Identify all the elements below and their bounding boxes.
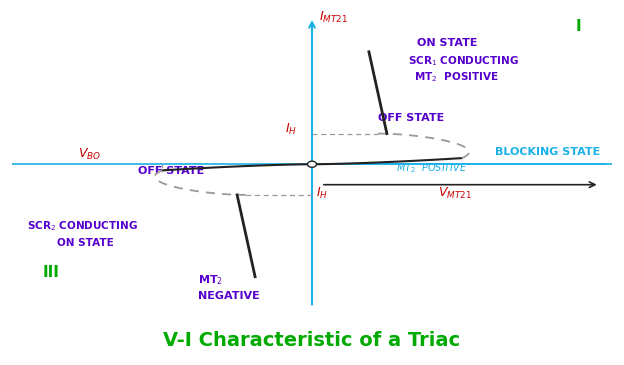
Text: NEGATIVE: NEGATIVE [198,291,260,301]
Text: $V_{BO}$: $V_{BO}$ [79,147,102,162]
Text: I: I [575,19,581,34]
Text: OFF STATE: OFF STATE [139,166,205,176]
Text: ON STATE: ON STATE [417,38,477,48]
Text: $I_{MT21}$: $I_{MT21}$ [319,10,348,25]
Text: $I_H$: $I_H$ [316,186,328,201]
Text: III: III [42,265,59,280]
Text: $V_{MT21}$: $V_{MT21}$ [438,186,472,201]
Text: SCR$_2$ CONDUCTING: SCR$_2$ CONDUCTING [27,220,139,234]
Circle shape [308,161,316,167]
Text: BLOCKING STATE: BLOCKING STATE [495,147,600,157]
Text: ON STATE: ON STATE [57,238,114,248]
Text: OFF STATE: OFF STATE [378,113,444,123]
Text: V-I Characteristic of a Triac: V-I Characteristic of a Triac [163,331,461,350]
Text: MT$_2$  POSITIVE: MT$_2$ POSITIVE [414,70,499,84]
Text: MT$_2$  POSITIVE: MT$_2$ POSITIVE [396,161,467,175]
Text: $I_H$: $I_H$ [285,122,297,137]
Text: SCR$_1$ CONDUCTING: SCR$_1$ CONDUCTING [408,54,519,68]
Text: MT$_2$: MT$_2$ [198,273,223,287]
